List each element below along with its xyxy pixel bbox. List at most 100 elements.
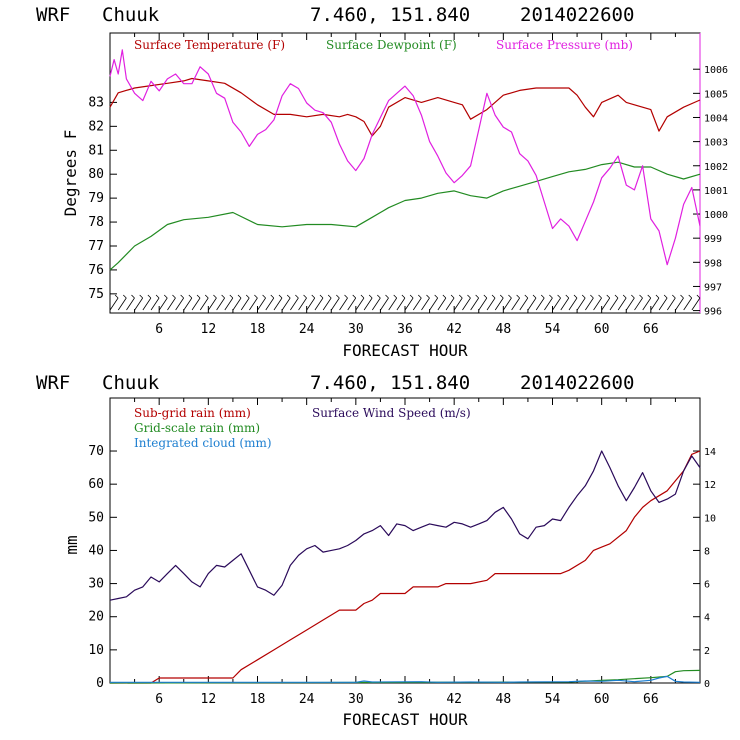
y-tick-label: 77 [88,239,104,254]
y2-tick-label: 996 [704,307,722,318]
wind-barb [404,297,414,311]
wind-barb [240,297,250,311]
series-line-1 [109,77,701,137]
wind-barb [560,297,570,311]
x-tick-label: 54 [545,322,561,337]
wind-barb-feather [409,294,414,299]
wind-barb-feather [139,294,143,299]
wind-barb-feather [426,294,430,299]
wind-barb [634,297,643,311]
wind-barb-feather [532,294,537,299]
wind-barb-feather [688,294,692,299]
wind-barb-feather [303,294,307,299]
wind-barb-feather [508,294,512,299]
wind-barb-feather [254,294,258,299]
y2-tick-label: 10 [704,513,716,524]
header-init-time: 2014022600 [520,372,634,394]
wind-barb-feather [639,294,643,299]
wind-barb [593,297,602,311]
wind-barb [150,297,160,311]
wind-barb-feather [196,294,201,299]
legend-entry: Surface Temperature (F) [134,38,285,52]
wind-barb [380,297,389,311]
legend-entry: Sub-grid rain (mm) [134,406,251,420]
y-tick-label: 70 [88,444,104,459]
wind-barb-feather [221,294,225,299]
y-tick-label: 30 [88,577,104,592]
y-tick-label: 60 [88,477,104,492]
x-tick-label: 12 [201,692,217,707]
wind-barb-feather [213,294,217,299]
wind-barb-feather [155,294,160,299]
wind-barb-feather [131,294,135,299]
series-line-1 [110,450,701,684]
wind-barb-feather [237,294,242,299]
wind-barb-feather [631,294,635,299]
wind-barb-feather [696,294,701,299]
x-tick-label: 60 [594,322,610,337]
wind-barb-feather [590,294,594,299]
legend-entry: Surface Dewpoint (F) [326,38,457,52]
wind-barb [167,297,176,311]
y-tick-label: 80 [88,167,104,182]
x-axis-label: FORECAST HOUR [342,710,468,729]
wind-barb [642,297,652,311]
y2-tick-label: 1003 [704,138,728,149]
wind-barb-feather [393,294,397,299]
y2-tick-label: 8 [704,546,710,557]
x-axis-label: FORECAST HOUR [342,341,468,360]
wind-barb [552,297,561,311]
wind-barb [191,297,201,311]
wind-barb-feather [229,294,234,299]
x-tick-label: 30 [348,692,364,707]
wind-barb-feather [286,294,291,299]
wind-barb-feather [565,294,570,299]
x-tick-label: 12 [201,322,217,337]
wind-barb [175,297,184,311]
wind-barb [396,297,406,311]
wind-barb [453,297,463,311]
wind-barb [273,297,283,311]
x-tick-label: 66 [643,322,659,337]
wind-barb-feather [368,294,373,299]
wind-barb [617,297,627,311]
wind-barb-feather [540,294,545,299]
wind-barb [609,297,619,311]
series-line-2 [109,161,701,271]
header-coords: 7.460, 151.840 [310,4,470,26]
wind-barb [371,297,381,311]
y-tick-label: 82 [88,119,104,134]
y-axis-label: Degrees F [61,130,80,217]
wind-barb-feather [672,294,676,299]
wind-barb [535,297,545,311]
y2-tick-label: 12 [704,480,716,491]
y-tick-label: 50 [88,510,104,525]
wind-barb [494,297,504,311]
wind-barb-feather [327,294,332,299]
wind-barb-feather [434,294,438,299]
series-line-3 [110,675,701,683]
y-tick-label: 79 [88,191,104,206]
wind-barb [199,297,209,311]
wind-barb-feather [524,294,529,299]
wind-barb [666,297,676,311]
x-tick-label: 36 [397,322,413,337]
wind-barb-feather [655,294,660,299]
x-tick-label: 18 [250,692,266,707]
wind-barb-feather [352,294,357,299]
wind-barb [470,297,479,311]
header-coords: 7.460, 151.840 [310,372,470,394]
wind-barb-feather [180,294,184,299]
x-tick-label: 24 [299,322,315,337]
wind-barb-feather [491,294,496,299]
header-init-time: 2014022600 [520,4,634,26]
y2-tick-label: 6 [704,580,710,591]
y2-tick-label: 2 [704,646,710,657]
wind-barb [585,297,594,311]
wind-barb-feather [680,294,684,299]
y2-tick-label: 1005 [704,89,728,100]
legend-entry: Surface Pressure (mb) [496,38,633,52]
wind-barb [126,297,135,311]
wind-barb [503,297,512,311]
